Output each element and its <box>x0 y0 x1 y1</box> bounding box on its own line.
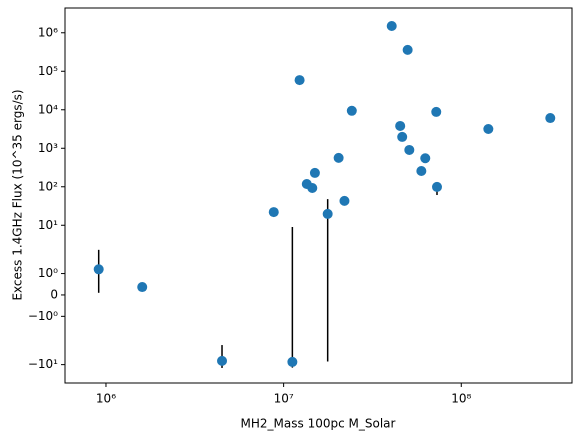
point <box>545 113 556 124</box>
point <box>294 75 305 86</box>
point <box>307 182 318 193</box>
point <box>397 131 408 142</box>
point <box>309 167 320 178</box>
y-tick-label: 0 <box>50 287 58 301</box>
y-tick-label: 10¹ <box>38 218 58 232</box>
y-tick-label: −10⁰ <box>28 309 58 323</box>
x-tick-label: 10⁷ <box>274 392 294 406</box>
y-tick-label: 10⁰ <box>38 266 58 280</box>
point <box>339 195 350 206</box>
y-tick-label: −10¹ <box>28 357 58 371</box>
point <box>404 144 415 155</box>
point <box>431 181 442 192</box>
y-tick-label: 10⁶ <box>38 25 58 39</box>
point <box>416 165 427 176</box>
point <box>483 123 494 134</box>
y-axis-label: Excess 1.4GHz Flux (10^35 ergs/s) <box>11 89 25 300</box>
y-tick-label: 10⁴ <box>38 102 58 116</box>
point <box>333 152 344 163</box>
point <box>431 106 442 117</box>
plot-frame <box>64 7 573 384</box>
point <box>322 208 333 219</box>
point <box>402 44 413 55</box>
point <box>287 356 298 367</box>
x-axis-label: MH2_Mass 100pc M_Solar <box>241 417 396 431</box>
y-tick-label: 10³ <box>38 141 58 155</box>
point <box>217 355 228 366</box>
x-tick-label: 10⁸ <box>451 392 471 406</box>
y-tick-label: 10² <box>38 179 58 193</box>
x-tick-label: 10⁶ <box>96 392 116 406</box>
point <box>93 264 104 275</box>
point <box>386 20 397 31</box>
point <box>420 153 431 164</box>
y-tick-label: 10⁵ <box>38 64 58 78</box>
point <box>346 105 357 116</box>
point <box>137 282 148 293</box>
point <box>268 207 279 218</box>
point <box>395 120 406 131</box>
